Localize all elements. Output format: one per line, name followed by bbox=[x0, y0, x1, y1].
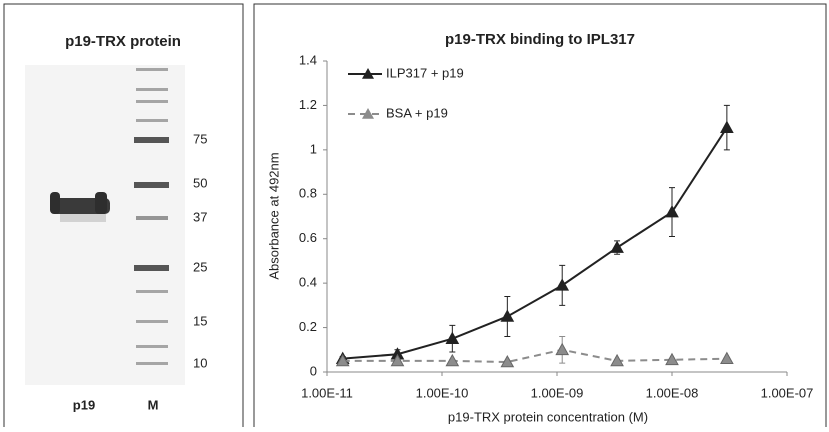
lane-label: p19 bbox=[73, 397, 95, 412]
marker bbox=[610, 353, 624, 367]
legend-marker bbox=[362, 108, 374, 119]
marker-label: 75 bbox=[193, 131, 207, 146]
y-tick-label: 1.2 bbox=[299, 97, 317, 112]
marker bbox=[500, 354, 515, 368]
x-tick-label: 1.00E-07 bbox=[761, 385, 814, 400]
y-tick-label: 0.4 bbox=[299, 275, 317, 290]
y-axis-label: Absorbance at 492nm bbox=[266, 152, 281, 279]
marker bbox=[720, 351, 734, 364]
x-tick-label: 1.00E-11 bbox=[301, 385, 353, 400]
marker bbox=[500, 309, 515, 322]
x-tick-label: 1.00E-09 bbox=[531, 385, 584, 400]
marker-label: 10 bbox=[193, 355, 207, 370]
lane-label: M bbox=[148, 397, 159, 412]
y-tick-label: 1 bbox=[310, 141, 317, 156]
y-tick-label: 0.2 bbox=[299, 319, 317, 334]
marker bbox=[335, 353, 350, 367]
legend-label: BSA + p19 bbox=[386, 105, 448, 120]
x-tick-label: 1.00E-08 bbox=[646, 385, 699, 400]
marker bbox=[445, 331, 460, 344]
marker-label: 15 bbox=[193, 313, 207, 328]
y-tick-label: 0.6 bbox=[299, 230, 317, 245]
chart-panel bbox=[253, 3, 827, 432]
gel-title: p19-TRX protein bbox=[65, 33, 181, 50]
marker bbox=[665, 205, 679, 218]
marker-label: 37 bbox=[193, 209, 207, 224]
y-tick-label: 0.8 bbox=[299, 186, 317, 201]
y-tick-label: 0 bbox=[310, 363, 317, 378]
marker bbox=[445, 353, 460, 367]
marker bbox=[610, 240, 624, 253]
series-line bbox=[342, 127, 728, 360]
legend-marker bbox=[362, 68, 374, 79]
marker-label: 50 bbox=[193, 175, 207, 190]
series-line bbox=[342, 348, 727, 364]
marker bbox=[555, 278, 570, 291]
marker bbox=[720, 120, 734, 133]
gel-panel bbox=[3, 3, 244, 432]
x-axis-label: p19-TRX protein concentration (M) bbox=[448, 409, 648, 424]
marker-label: 25 bbox=[193, 259, 207, 274]
marker bbox=[555, 342, 570, 356]
x-tick-label: 1.00E-10 bbox=[416, 385, 469, 400]
chart-title: p19-TRX binding to IPL317 bbox=[445, 31, 635, 48]
marker bbox=[390, 353, 405, 367]
marker bbox=[665, 352, 679, 366]
legend-label: ILP317 + p19 bbox=[386, 65, 464, 80]
y-tick-label: 1.4 bbox=[299, 52, 317, 67]
gel-image bbox=[25, 65, 185, 385]
